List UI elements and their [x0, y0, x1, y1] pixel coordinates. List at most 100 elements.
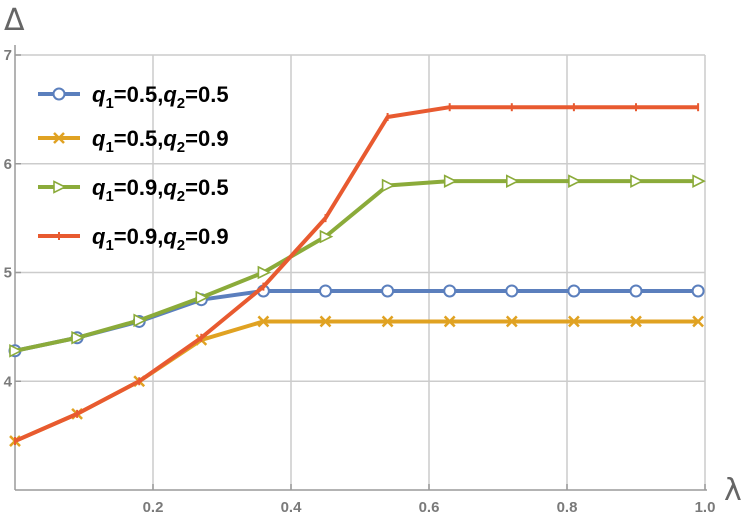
- x-marker: [319, 315, 332, 328]
- triangle-marker: [71, 330, 85, 345]
- y-axis-label: Δ: [4, 3, 25, 38]
- legend: q1=0.5,q2=0.5q1=0.5,q2=0.9q1=0.9,q2=0.5q…: [38, 82, 229, 254]
- data-point: [567, 284, 581, 298]
- data-point: [52, 87, 66, 101]
- data-point: [568, 174, 582, 188]
- circle-marker: [443, 284, 457, 298]
- legend-text-part: q: [92, 175, 106, 200]
- y-tick-label: 6: [4, 156, 12, 173]
- x-tick-label: 0.8: [557, 499, 578, 516]
- grid: [15, 54, 706, 490]
- legend-text-part: =0.9: [185, 126, 228, 151]
- circle-marker: [52, 87, 66, 101]
- legend-subscript: 1: [105, 139, 113, 156]
- x-marker: [505, 315, 518, 328]
- x-tick-label: 0.6: [419, 499, 440, 516]
- data-point: [443, 174, 458, 188]
- data-point: [505, 315, 518, 328]
- triangle-marker: [568, 174, 582, 188]
- x-marker: [381, 315, 394, 328]
- x-tick-label: 1.0: [695, 499, 716, 516]
- series-line: [14, 105, 699, 443]
- data-point: [257, 315, 270, 328]
- triangle-marker: [53, 180, 67, 194]
- x-marker: [568, 315, 580, 328]
- data-point: [630, 174, 644, 188]
- legend-label: q1=0.5,q2=0.5: [92, 82, 229, 112]
- x-marker: [443, 315, 456, 328]
- data-point: [319, 284, 332, 298]
- triangle-marker: [9, 344, 23, 358]
- data-point: [629, 284, 643, 298]
- data-point: [506, 174, 520, 188]
- data-point: [568, 315, 580, 328]
- legend-text-part: =0.5: [185, 175, 228, 200]
- x-marker: [53, 132, 65, 144]
- triangle-marker: [506, 174, 520, 188]
- legend-text-part: =0.5,: [114, 82, 164, 107]
- legend-text-part: q: [92, 82, 106, 107]
- data-point: [381, 284, 395, 298]
- legend-text-part: q: [163, 126, 177, 151]
- series-layer: [8, 103, 706, 447]
- legend-subscript: 1: [105, 95, 113, 112]
- x-tick-label: 0.2: [143, 499, 164, 516]
- legend-text-part: =0.9,: [114, 224, 164, 249]
- legend-entry: q1=0.5,q2=0.9: [38, 126, 229, 156]
- data-point: [53, 180, 67, 194]
- legend-entry: q1=0.9,q2=0.5: [38, 175, 229, 205]
- series-line: [14, 179, 699, 353]
- triangle-marker: [630, 174, 644, 188]
- triangle-marker: [381, 178, 396, 193]
- legend-subscript: 2: [177, 139, 185, 156]
- legend-subscript: 1: [105, 188, 113, 205]
- circle-marker: [319, 284, 332, 298]
- triangle-marker: [319, 229, 334, 244]
- data-point: [133, 313, 147, 328]
- y-tick-label: 5: [4, 265, 12, 282]
- data-point: [257, 265, 272, 280]
- data-point: [319, 229, 334, 244]
- x-marker: [630, 315, 642, 328]
- tick-labels: 0.2 0.4 0.6 0.8 1.0 4 5 6 7: [4, 47, 716, 516]
- legend-label: q1=0.9,q2=0.5: [92, 175, 229, 205]
- legend-entry: q1=0.5,q2=0.5: [38, 82, 229, 112]
- series-4: [14, 103, 700, 446]
- x-marker: [257, 315, 270, 328]
- axes: [14, 45, 707, 491]
- circle-marker: [691, 284, 705, 298]
- legend-text-part: =0.9,: [114, 175, 164, 200]
- data-point: [319, 315, 332, 328]
- legend-subscript: 2: [177, 237, 185, 254]
- series-3: [9, 174, 706, 358]
- legend-subscript: 2: [177, 95, 185, 112]
- triangle-marker: [195, 290, 210, 305]
- data-point: [53, 132, 65, 144]
- legend-entry: q1=0.9,q2=0.9: [38, 224, 229, 254]
- x-tick-label: 0.4: [281, 499, 303, 516]
- triangle-marker: [133, 313, 147, 328]
- legend-text-part: q: [163, 175, 177, 200]
- legend-text-part: q: [163, 82, 177, 107]
- data-point: [505, 284, 519, 298]
- circle-marker: [567, 284, 581, 298]
- x-marker: [692, 315, 704, 328]
- data-point: [692, 174, 706, 188]
- x-axis-label: λ: [724, 473, 742, 508]
- data-point: [71, 330, 85, 345]
- legend-text-part: q: [163, 224, 177, 249]
- y-tick-label: 4: [4, 373, 13, 390]
- legend-text-part: =0.5: [185, 82, 228, 107]
- data-point: [9, 344, 23, 358]
- circle-marker: [505, 284, 519, 298]
- triangle-marker: [257, 265, 272, 280]
- legend-text-part: q: [92, 224, 106, 249]
- triangle-marker: [443, 174, 458, 188]
- legend-text-part: q: [92, 126, 106, 151]
- data-point: [630, 315, 642, 328]
- circle-marker: [381, 284, 395, 298]
- data-point: [195, 290, 210, 305]
- legend-subscript: 1: [105, 237, 113, 254]
- y-tick-label: 7: [4, 47, 12, 64]
